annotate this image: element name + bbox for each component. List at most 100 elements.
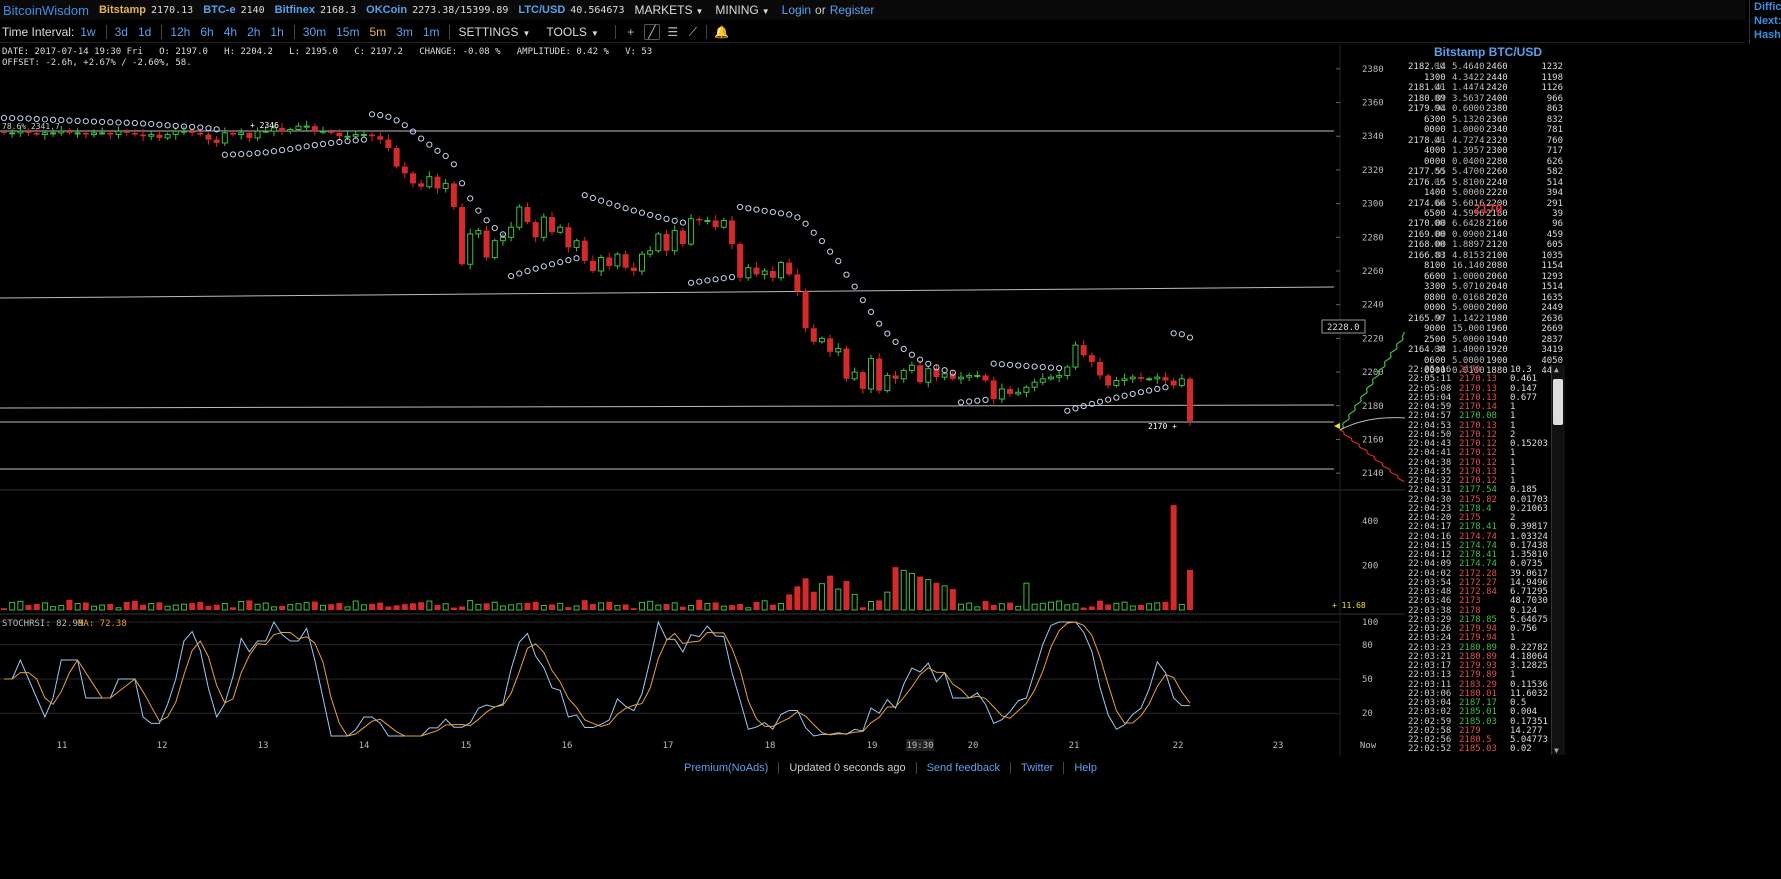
ticker-bitstamp[interactable]: Bitstamp 2170.13 (99, 4, 193, 16)
line-tool-icon[interactable]: ╱ (643, 24, 660, 40)
volume-bar (982, 601, 989, 610)
bids-row: 0000 5.0000 2000 2449 (1408, 303, 1563, 313)
ticker-bitfinex[interactable]: Bitfinex 2168.3 (275, 4, 356, 16)
interval-5m[interactable]: 5m (369, 25, 387, 39)
interval-30m[interactable]: 30m (302, 25, 327, 39)
interval-2h[interactable]: 2h (247, 25, 261, 39)
sar-dot (1015, 362, 1022, 369)
volume-bar (663, 603, 670, 610)
interval-1w[interactable]: 1w (80, 25, 96, 39)
send-feedback-link[interactable]: Send feedback (917, 761, 1011, 774)
volume-bar (1146, 603, 1153, 611)
twitter-link[interactable]: Twitter (1011, 761, 1065, 774)
mining-menu[interactable]: MINING ▼ (715, 3, 769, 17)
interval-4h[interactable]: 4h (223, 25, 238, 39)
volume-bar (131, 600, 138, 610)
sar-dot (17, 115, 24, 122)
amount: 5.6016 (1452, 198, 1485, 209)
interval-3d[interactable]: 3d (114, 25, 128, 39)
volume-bar (115, 607, 122, 611)
trade-time: 22:03:11 (1408, 679, 1452, 690)
candle-body (1080, 345, 1087, 356)
volume-bar (99, 604, 106, 611)
sar-dot (328, 139, 335, 147)
interval-1d[interactable]: 1d (137, 25, 152, 39)
depth-price: 2160 (1486, 219, 1508, 229)
price-chart[interactable]: 2140216021802200222022402260228023002320… (0, 44, 1405, 756)
candle-body (156, 134, 163, 138)
asks-row: 2178.41 00 4.7274 2320 760 (1408, 136, 1563, 146)
bell-icon[interactable]: 🔔 (714, 25, 730, 39)
volume-bar (712, 602, 719, 610)
volume-bar (925, 579, 932, 611)
sar-dot (1080, 402, 1087, 410)
sar-dot (74, 117, 81, 124)
interval-6h[interactable]: 6h (200, 25, 214, 39)
crosshair-icon[interactable]: + (627, 25, 635, 39)
ticker-ltcusd[interactable]: LTC/USD 40.564673 (518, 4, 624, 16)
trade-time: 22:03:46 (1408, 596, 1452, 607)
volume-bar (459, 606, 466, 610)
trade-time: 22:05:08 (1408, 383, 1452, 394)
trade-scrollbar[interactable]: ▲ ▼ (1551, 365, 1565, 755)
depth-price: 2140 (1486, 229, 1508, 240)
horizontal-lines-icon[interactable]: ☰ (667, 25, 679, 39)
candle-body (827, 338, 834, 352)
trade-amount: 5.04773 (1510, 735, 1548, 745)
sar-dot (1129, 390, 1136, 398)
sar-dot (1088, 400, 1095, 407)
candle-body (442, 182, 449, 189)
amount: 6.6428 (1452, 219, 1485, 229)
stochrsi-ma-line (4, 621, 1191, 737)
sar-dot (957, 399, 965, 406)
login-link[interactable]: Login (781, 3, 812, 17)
help-link[interactable]: Help (1074, 761, 1097, 774)
settings-menu[interactable]: SETTINGS ▼ (458, 25, 530, 39)
scroll-thumb[interactable] (1553, 379, 1563, 425)
ticker-okcoin[interactable]: OKCoin 2273.38/15399.89 (366, 4, 508, 16)
candle-body (802, 291, 809, 329)
sar-dot (867, 308, 875, 315)
interval-3m[interactable]: 3m (396, 25, 413, 39)
sar-dot (319, 140, 327, 148)
trade-price: 2170.13 (1459, 466, 1497, 477)
register-link[interactable]: Register (829, 3, 875, 17)
ticker-btce[interactable]: BTC-e 2140 (203, 4, 264, 16)
sar-dot (1105, 396, 1112, 403)
volume-bar (499, 605, 506, 611)
sar-dot (810, 229, 817, 236)
premium-link[interactable]: Premium(NoAds) (674, 761, 780, 774)
interval-15m[interactable]: 15m (336, 25, 360, 39)
markets-menu[interactable]: MARKETS ▼ (634, 3, 703, 17)
difficulty-panel: Diffic Next: Hash (1749, 0, 1781, 44)
brand-logo[interactable]: BitcoinWisdom (3, 2, 89, 18)
mining-label: MINING (715, 3, 759, 17)
volume-bar (900, 569, 907, 611)
candle-body (835, 347, 842, 353)
amount: 1.8897 (1452, 240, 1485, 250)
tools-menu[interactable]: TOOLS ▼ (546, 25, 598, 39)
order-book: Bitstamp BTC/USD 2182.14 00 5.4640 2460 1232… (1408, 44, 1563, 704)
sar-dot (516, 270, 523, 277)
top-bar: BitcoinWisdom Bitstamp 2170.13 BTC-e 2140 … (0, 0, 1745, 20)
trade-time: 22:04:50 (1408, 429, 1452, 440)
scroll-up-icon[interactable]: ▲ (1554, 365, 1559, 374)
depth-sum: 2449 (1541, 303, 1563, 313)
volume-bar (720, 605, 727, 611)
price-tick-label: 2200 (1362, 368, 1384, 378)
sar-dot (254, 149, 261, 157)
asks-row: 4000 1.3957 2300 717 (1408, 146, 1563, 156)
trade-amount: 0.147 (1510, 383, 1538, 394)
volume-bar (573, 605, 580, 611)
chevron-down-icon: ▼ (590, 29, 599, 38)
trade-time: 22:02:58 (1408, 725, 1452, 736)
ticker-name: BTC-e (203, 4, 236, 16)
fibonacci-tool-icon[interactable]: ⟋ (688, 24, 698, 39)
interval-12h[interactable]: 12h (170, 25, 191, 39)
candle-body (74, 132, 81, 135)
scroll-down-icon[interactable]: ▼ (1554, 746, 1559, 755)
interval-1m[interactable]: 1m (422, 25, 440, 39)
trade-row: 22:02:56 2180.5 5.04773 (1408, 735, 1550, 745)
trade-row: 22:04:59 2170.14 1 (1408, 402, 1550, 412)
interval-1h[interactable]: 1h (270, 25, 284, 39)
